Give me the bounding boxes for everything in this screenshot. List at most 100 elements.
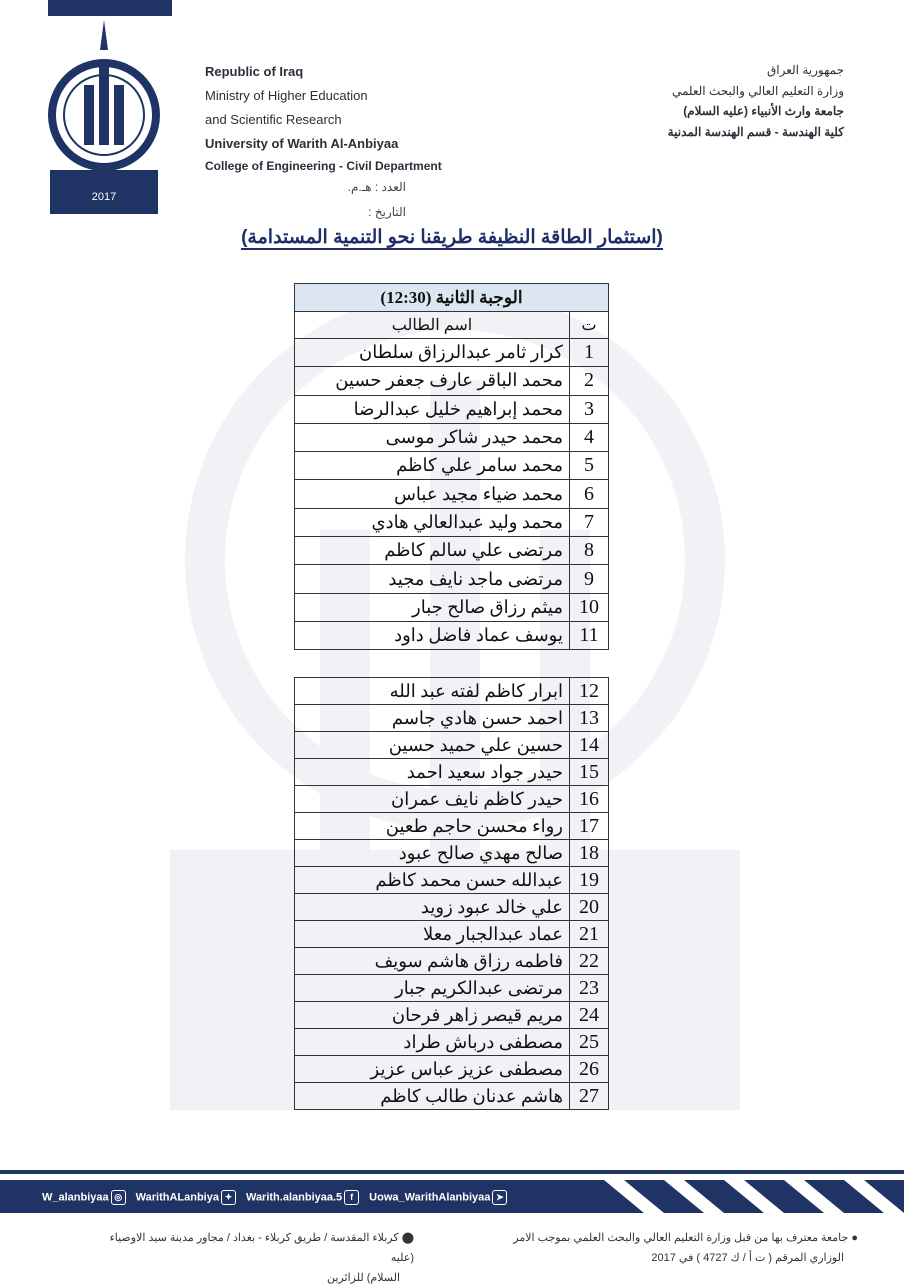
table-row: 18 صالح مهدي صالح عبود [294, 839, 609, 867]
university-logo: 2017 [48, 20, 160, 214]
title-text: (استثمار الطاقة النظيفة طريقنا نحو التنم… [241, 227, 663, 250]
address-line: السلام) للزائرين [327, 1272, 400, 1284]
row-number: 12 [569, 677, 609, 705]
footer-divider [0, 1170, 904, 1174]
table-row: 14 حسين علي حميد حسين [294, 731, 609, 759]
address-line: ⬤ كربلاء المقدسة / طريق كربلاء - بغداد /… [84, 1228, 414, 1268]
student-name: صالح مهدي صالح عبود [294, 839, 570, 867]
row-number: 22 [569, 947, 609, 975]
facebook-icon: f [344, 1190, 360, 1205]
social-link[interactable]: WarithALanbiya ✦ [136, 1190, 236, 1205]
table-row: 17 رواء محسن حاجم طعين [294, 812, 609, 840]
student-name: مريم قيصر زاهر فرحان [294, 1001, 570, 1029]
table-row: 12 ابرار كاظم لفته عبد الله [294, 677, 609, 705]
student-name: مرتضى علي سالم كاظم [294, 536, 570, 566]
document-title: (استثمار الطاقة النظيفة طريقنا نحو التنم… [0, 226, 904, 250]
table-row: 24 مريم قيصر زاهر فرحان [294, 1001, 609, 1029]
row-number: 25 [569, 1028, 609, 1056]
row-number: 1 [569, 337, 609, 368]
table-row: 3 محمد إبراهيم خليل عبدالرضا [294, 394, 609, 424]
student-name: محمد سامر علي كاظم [294, 451, 570, 481]
header-en-line: Republic of Iraq [205, 64, 304, 79]
table-row: 26 مصطفى عزيز عباس عزيز [294, 1055, 609, 1083]
twitter-icon: ✦ [220, 1190, 236, 1205]
student-name: فاطمه رزاق هاشم سويف [294, 947, 570, 975]
svg-text:2017: 2017 [92, 191, 116, 203]
social-handle: Uowa_WarithAlanbiyaa [369, 1191, 491, 1204]
table-row: 21 عماد عبدالجبار معلا [294, 920, 609, 948]
student-name: محمد الباقر عارف جعفر حسين [294, 366, 570, 396]
row-number: 23 [569, 974, 609, 1002]
header-ar-line: جامعة وارث الأنبياء (عليه السلام) [683, 104, 844, 118]
row-number: 19 [569, 866, 609, 894]
table-row: 16 حيدر كاظم نايف عمران [294, 785, 609, 813]
location-pin-icon: ⬤ [401, 1232, 414, 1244]
social-handle: WarithALanbiya [135, 1191, 219, 1204]
table-row: 7 محمد وليد عبدالعالي هادي [294, 507, 609, 538]
student-name: علي خالد عبود زويد [294, 893, 570, 921]
student-name: محمد حيدر شاكر موسى [294, 422, 570, 453]
table-row: 19 عبدالله حسن محمد كاظم [294, 866, 609, 894]
student-name: مرتضى عبدالكريم جبار [294, 974, 570, 1002]
header-en-line: and Scientific Research [205, 112, 342, 127]
address: ⬤ كربلاء المقدسة / طريق كربلاء - بغداد /… [84, 1228, 414, 1288]
table-row: 25 مصطفى درباش طراد [294, 1028, 609, 1056]
row-number: 7 [569, 507, 609, 538]
decorative-stripes [564, 1180, 904, 1213]
row-number: 8 [569, 536, 609, 566]
address-text: كربلاء المقدسة / طريق كربلاء - بغداد / م… [109, 1232, 414, 1264]
student-name: عماد عبدالجبار معلا [294, 920, 570, 948]
row-number: 15 [569, 758, 609, 786]
header-ar-line: كلية الهندسة - قسم الهندسة المدنية [667, 124, 844, 139]
row-number: 21 [569, 920, 609, 948]
row-number: 18 [569, 839, 609, 867]
table-row: 20 علي خالد عبود زويد [294, 893, 609, 921]
student-name: كرار ثامر عبدالرزاق سلطان [294, 337, 570, 368]
table-row: 9 مرتضى ماجد نايف مجيد [294, 564, 609, 594]
top-accent-bar [48, 0, 172, 16]
student-name: رواء محسن حاجم طعين [294, 812, 570, 840]
row-number: 11 [569, 620, 609, 651]
table-row: 27 هاشم عدنان طالب كاظم [294, 1082, 609, 1110]
table-row: 10 ميثم رزاق صالح جبار [294, 592, 609, 622]
date-label: التاريخ : [368, 205, 406, 219]
student-name: محمد إبراهيم خليل عبدالرضا [294, 394, 570, 424]
table-row: 2 محمد الباقر عارف جعفر حسين [294, 366, 609, 396]
student-name: محمد ضياء مجيد عباس [294, 479, 570, 509]
student-name: هاشم عدنان طالب كاظم [294, 1082, 570, 1110]
student-name: مصطفى درباش طراد [294, 1028, 570, 1056]
header-ar-line: جمهورية العراق [766, 63, 844, 77]
header-en-line: University of Warith Al-Anbiyaa [205, 136, 399, 151]
row-number: 16 [569, 785, 609, 813]
row-number: 26 [569, 1055, 609, 1083]
table-row: 5 محمد سامر علي كاظم [294, 451, 609, 481]
row-number: 13 [569, 704, 609, 732]
row-number: 5 [569, 451, 609, 481]
student-name: ميثم رزاق صالح جبار [294, 592, 570, 622]
student-name: ابرار كاظم لفته عبد الله [294, 677, 570, 705]
reference-number: العدد : هـ.م. [347, 180, 406, 194]
social-link[interactable]: Uowa_WarithAlanbiyaa ➤ [369, 1190, 508, 1205]
row-number: 3 [569, 394, 609, 424]
student-name: حسين علي حميد حسين [294, 731, 570, 759]
row-number: 24 [569, 1001, 609, 1029]
student-name: مرتضى ماجد نايف مجيد [294, 564, 570, 594]
header-en-line: College of Engineering - Civil Departmen… [205, 159, 442, 173]
table-row: 4 محمد حيدر شاكر موسى [294, 422, 609, 453]
student-name: احمد حسن هادي جاسم [294, 704, 570, 732]
instagram-icon: ◎ [110, 1190, 126, 1205]
session-heading: الوجبة الثانية (12:30) [294, 283, 609, 312]
table-row: 13 احمد حسن هادي جاسم [294, 704, 609, 732]
student-name: مصطفى عزيز عباس عزيز [294, 1055, 570, 1083]
telegram-icon: ➤ [492, 1190, 508, 1205]
table-row: 8 مرتضى علي سالم كاظم [294, 536, 609, 566]
column-header-name: اسم الطالب [294, 311, 570, 339]
social-link[interactable]: W_alanbiyaa ◎ [42, 1190, 126, 1205]
social-handle: Warith.alanbiyaa.5 [245, 1191, 343, 1204]
social-link[interactable]: Warith.alanbiyaa.5 f [245, 1190, 360, 1205]
row-number: 20 [569, 893, 609, 921]
student-name: حيدر جواد سعيد احمد [294, 758, 570, 786]
accreditation-text: جامعة معترف بها من قبل وزارة التعليم الع… [513, 1232, 849, 1244]
table-row: 23 مرتضى عبدالكريم جبار [294, 974, 609, 1002]
student-table-2: 12 ابرار كاظم لفته عبد الله 13 احمد حسن هاد… [294, 677, 609, 1110]
